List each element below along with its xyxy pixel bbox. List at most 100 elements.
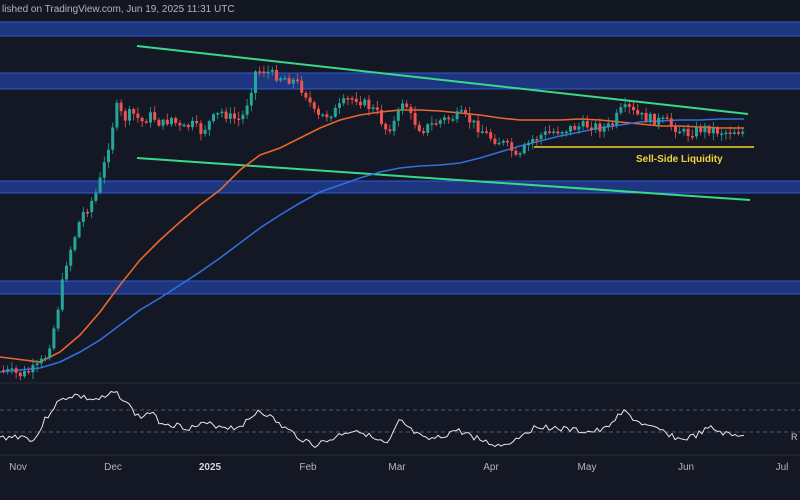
candle-body-131 — [552, 131, 556, 134]
candle-body-168 — [707, 125, 711, 134]
candle-body-96 — [405, 103, 409, 108]
candle-body-126 — [531, 139, 535, 143]
candle-body-90 — [380, 110, 383, 124]
candle-body-139 — [585, 121, 589, 128]
candle-body-123 — [518, 153, 522, 155]
candle-body-150 — [632, 106, 635, 111]
candle-body-17 — [73, 237, 77, 250]
x-tick-dec: Dec — [104, 462, 122, 473]
candle-body-171 — [720, 133, 724, 136]
candle-body-137 — [577, 126, 581, 130]
candle-body-3 — [14, 368, 18, 373]
candle-body-105 — [443, 117, 446, 121]
candle-body-79 — [333, 107, 337, 117]
candle-body-91 — [384, 123, 388, 130]
candle-body-85 — [359, 101, 362, 106]
candle-body-133 — [560, 132, 564, 134]
candle-body-102 — [430, 123, 434, 125]
candle-body-164 — [690, 135, 694, 138]
candle-body-115 — [485, 131, 488, 133]
x-tick-may: May — [578, 462, 597, 473]
candle-body-45 — [191, 120, 194, 128]
candle-body-167 — [703, 125, 707, 133]
candle-body-141 — [594, 123, 598, 130]
ema-blue-line — [0, 118, 744, 373]
candle-body-11 — [48, 348, 52, 359]
x-axis: Nov Dec 2025 Feb Mar Apr May Jun Jul — [9, 462, 788, 473]
candle-body-63 — [266, 71, 270, 74]
candle-body-73 — [308, 97, 312, 103]
candle-body-8 — [35, 363, 39, 366]
candle-body-1 — [6, 368, 10, 371]
candle-body-153 — [644, 112, 648, 122]
candle-body-68 — [287, 77, 291, 84]
candle-body-40 — [170, 117, 173, 125]
candle-body-89 — [375, 107, 379, 111]
candle-body-94 — [396, 110, 400, 121]
candle-body-130 — [548, 131, 551, 133]
candle-body-95 — [401, 103, 404, 111]
candle-body-170 — [716, 128, 719, 134]
candle-body-31 — [132, 109, 136, 114]
candle-body-61 — [258, 71, 262, 73]
candle-body-134 — [564, 131, 568, 134]
candle-body-165 — [695, 126, 698, 137]
candle-body-23 — [98, 177, 102, 193]
candle-body-148 — [623, 104, 627, 108]
candle-body-80 — [338, 103, 341, 108]
candle-body-26 — [111, 127, 115, 150]
candle-body-155 — [653, 113, 656, 125]
candle-body-84 — [354, 98, 358, 102]
candle-body-43 — [182, 124, 186, 127]
candle-body-163 — [686, 128, 690, 136]
candle-body-169 — [711, 128, 715, 134]
candle-body-10 — [44, 358, 47, 360]
candle-body-152 — [640, 112, 644, 115]
candle-body-97 — [409, 107, 413, 113]
candle-body-156 — [657, 117, 661, 125]
candle-body-110 — [464, 110, 467, 114]
candle-body-16 — [69, 249, 73, 266]
candle-body-101 — [426, 124, 430, 133]
candle-body-146 — [615, 112, 619, 126]
candle-body-33 — [140, 117, 144, 122]
candle-body-111 — [468, 113, 472, 123]
candle-body-107 — [451, 119, 455, 121]
candle-body-57 — [241, 114, 245, 120]
candle-body-113 — [476, 120, 480, 133]
candle-body-66 — [279, 78, 283, 81]
candle-body-106 — [447, 117, 451, 120]
candle-body-174 — [732, 132, 736, 134]
candle-body-32 — [136, 113, 140, 118]
candle-body-47 — [199, 123, 203, 134]
candle-body-87 — [367, 99, 371, 109]
candle-body-98 — [413, 112, 417, 125]
candle-body-122 — [514, 150, 518, 155]
candle-body-159 — [669, 118, 673, 126]
candle-body-118 — [497, 142, 501, 145]
candle-body-56 — [237, 118, 241, 121]
candle-body-132 — [556, 131, 560, 134]
candle-body-52 — [220, 111, 224, 114]
zone-4 — [0, 281, 800, 294]
zone-1 — [0, 22, 800, 36]
candle-body-103 — [434, 123, 438, 125]
candle-body-19 — [81, 211, 85, 223]
candle-body-12 — [52, 328, 56, 349]
candle-body-48 — [203, 129, 207, 134]
candle-body-151 — [636, 110, 640, 115]
candle-body-149 — [627, 104, 631, 107]
header-text: lished on TradingView.com, Jun 19, 2025 … — [2, 4, 235, 15]
candle-body-99 — [417, 124, 421, 131]
candle-body-144 — [606, 123, 610, 127]
candle-body-136 — [573, 126, 577, 130]
candle-body-154 — [648, 113, 652, 122]
candle-body-70 — [296, 79, 299, 82]
candle-body-49 — [207, 121, 211, 130]
candle-body-92 — [388, 129, 392, 132]
candle-body-72 — [304, 92, 308, 98]
candle-body-58 — [245, 105, 249, 115]
candle-body-35 — [149, 112, 152, 123]
zone-3 — [0, 181, 800, 193]
candle-body-147 — [619, 107, 623, 113]
